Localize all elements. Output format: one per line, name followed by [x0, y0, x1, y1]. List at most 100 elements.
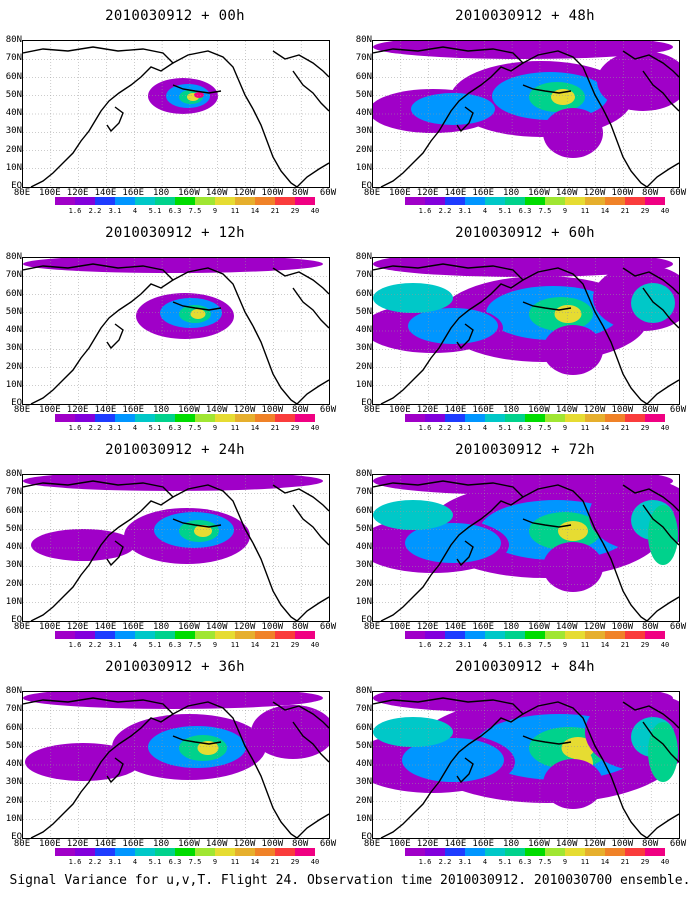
variance-contour: [197, 741, 219, 755]
map-panel: 2010030912 + 12h 80N 70N 60N 50N 40N 30N 20N 10N…: [0, 217, 350, 434]
colorbar-label: 1.6: [418, 207, 432, 215]
coastline: [646, 379, 679, 404]
variance-contour: [543, 325, 603, 375]
colorbar-label: 2.2: [88, 858, 102, 866]
colorbar-swatch: [565, 848, 585, 856]
colorbar-swatch: [605, 197, 625, 205]
coastline: [272, 50, 329, 78]
coastline: [646, 162, 679, 187]
map-canvas: [373, 692, 679, 838]
colorbar-swatch: [95, 631, 115, 639]
longitude-label: 120W: [583, 839, 606, 849]
latitude-label: 50N: [5, 89, 22, 100]
colorbar-swatch: [605, 848, 625, 856]
colorbar-label: 7.5: [538, 424, 552, 432]
longitude-label: 160E: [472, 188, 495, 198]
colorbar-label: 1.6: [68, 858, 82, 866]
coastline: [252, 325, 298, 404]
colorbar-swatch: [525, 197, 545, 205]
colorbar-swatch: [235, 848, 255, 856]
colorbar-label: 21: [620, 207, 630, 215]
latitude-label: 10N: [355, 813, 372, 824]
colorbar-label: 14: [600, 641, 610, 649]
colorbar-swatch: [585, 197, 605, 205]
colorbar-label: 6.3: [518, 207, 532, 215]
coastline: [602, 325, 648, 404]
colorbar-label: 14: [250, 424, 260, 432]
longitude-label: 160E: [472, 839, 495, 849]
coastline: [252, 108, 298, 187]
latitude-label: EQ: [361, 615, 372, 625]
longitude-label: 180: [152, 839, 170, 849]
colorbar-label: 4: [132, 207, 138, 215]
colorbar-label: 1.6: [68, 424, 82, 432]
coastline: [252, 542, 298, 621]
panel-title: 2010030912 + 24h: [105, 442, 245, 458]
longitude-label: 140W: [555, 188, 578, 198]
variance-map: [22, 474, 330, 622]
longitude-label: 120E: [66, 188, 89, 198]
coastline: [646, 813, 679, 838]
colorbar-swatch: [445, 197, 465, 205]
longitude-label: 120W: [583, 622, 606, 632]
coastline: [522, 518, 572, 528]
longitude-label: 180: [152, 188, 170, 198]
colorbar-swatch: [295, 197, 315, 205]
colorbar-swatch: [405, 631, 425, 639]
colorbar: [55, 197, 315, 205]
coastline: [456, 757, 474, 784]
colorbar-label: 3.1: [108, 207, 122, 215]
longitude-label: 80W: [292, 839, 309, 849]
colorbar-label: 21: [270, 858, 280, 866]
longitude-label: 180: [502, 622, 520, 632]
colorbar-swatch: [215, 848, 235, 856]
longitude-label: 180: [502, 839, 520, 849]
colorbar-swatch: [425, 197, 445, 205]
map-canvas: [23, 692, 329, 838]
colorbar-swatch: [95, 848, 115, 856]
coastline: [456, 323, 474, 350]
latitude-label: 10N: [355, 596, 372, 607]
coastline: [642, 287, 679, 329]
coastline: [522, 701, 604, 761]
longitude-label: 80E: [13, 622, 31, 632]
colorbar-swatch: [445, 414, 465, 422]
latitude-label: EQ: [11, 398, 22, 408]
colorbar-label: 29: [640, 858, 650, 866]
variance-contour: [23, 692, 323, 709]
latitude-label: EQ: [11, 615, 22, 625]
longitude-label: 160E: [122, 622, 145, 632]
coastline: [106, 323, 124, 350]
colorbar-label: 1.6: [418, 858, 432, 866]
longitude-label: 120E: [66, 622, 89, 632]
colorbar-label: 2.2: [88, 641, 102, 649]
map-panel: 2010030912 + 24h 80N 70N 60N 50N 40N 30N 20N 10N…: [0, 434, 350, 651]
colorbar-label: 5.1: [498, 641, 512, 649]
coastline: [23, 697, 175, 838]
colorbar-swatch: [625, 197, 645, 205]
latitude-label: 60N: [5, 722, 22, 733]
colorbar-swatch: [255, 197, 275, 205]
latitude-label: 40N: [5, 759, 22, 769]
colorbar-label: 40: [660, 641, 670, 649]
coastline: [522, 267, 604, 327]
coastline: [456, 540, 474, 567]
latitude-label: 10N: [5, 379, 22, 390]
colorbar-label: 5.1: [498, 207, 512, 215]
latitude-label: 30N: [5, 126, 22, 137]
longitude-label: 120W: [233, 839, 256, 849]
map-panel: 2010030912 + 00h 80N 70N 60N 50N 40N 30N 20N 10N…: [0, 0, 350, 217]
longitude-label: 120E: [416, 839, 439, 849]
colorbar-label: 3.1: [458, 641, 472, 649]
longitude-label: 140E: [94, 839, 117, 849]
variance-contour: [373, 717, 453, 747]
colorbar: [405, 631, 665, 639]
longitude-label: 140W: [555, 622, 578, 632]
longitude-label: 180: [152, 405, 170, 415]
colorbar-label: 4: [132, 858, 138, 866]
longitude-label: 140E: [444, 188, 467, 198]
colorbar-swatch: [235, 631, 255, 639]
colorbar-label: 7.5: [538, 858, 552, 866]
colorbar-label: 40: [660, 424, 670, 432]
colorbar-swatch: [115, 631, 135, 639]
